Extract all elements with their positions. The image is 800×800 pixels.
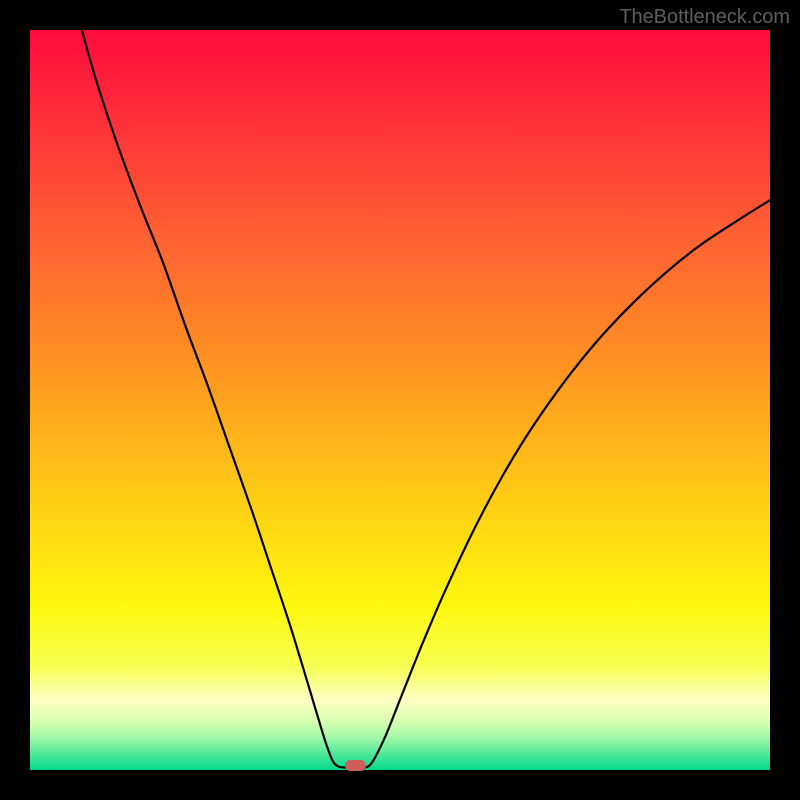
minimum-marker bbox=[345, 760, 366, 772]
chart-frame: TheBottleneck.com bbox=[0, 0, 800, 800]
watermark-text: TheBottleneck.com bbox=[619, 6, 790, 29]
plot-area bbox=[30, 30, 770, 770]
bottleneck-curve bbox=[30, 30, 770, 770]
